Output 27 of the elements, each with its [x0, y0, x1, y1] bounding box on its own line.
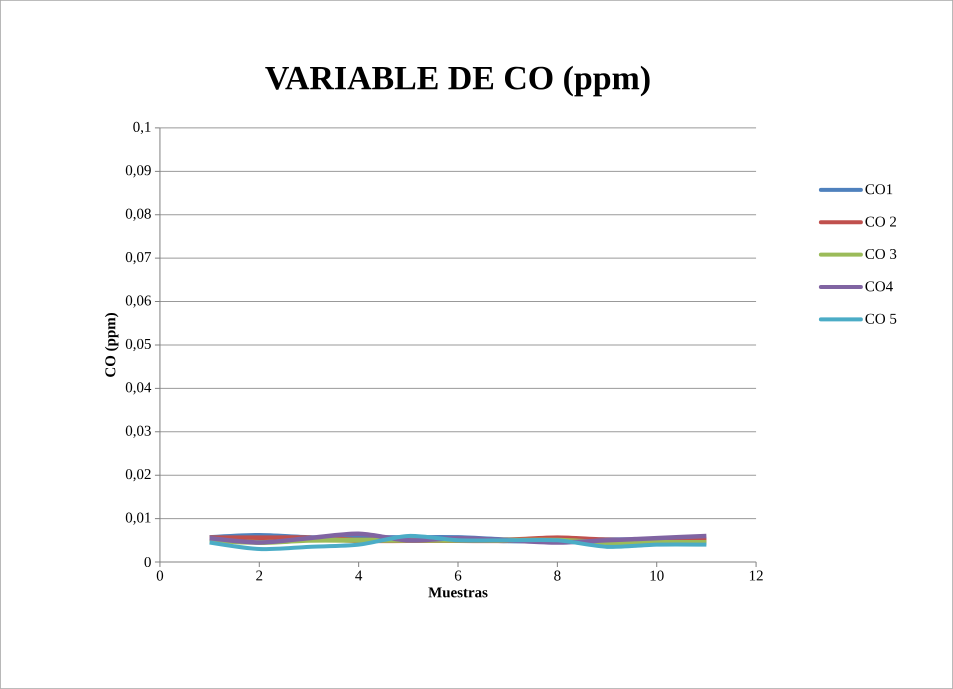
y-tick-label: 0,1 — [133, 122, 151, 134]
legend-label: CO4 — [865, 281, 893, 292]
x-axis-title: Muestras — [428, 587, 488, 598]
legend-label: CO 5 — [865, 314, 896, 324]
legend-label: CO 3 — [865, 248, 896, 260]
line-series — [208, 534, 708, 552]
x-tick-label: 2 — [256, 570, 262, 580]
y-tick-label: 0,03 — [126, 426, 151, 438]
x-tick-label: 10 — [650, 570, 664, 581]
y-tick-label: 0,02 — [126, 469, 151, 482]
x-tick-label: 6 — [454, 570, 462, 581]
x-tick-label: 4 — [355, 570, 362, 580]
legend-label: CO 2 — [865, 216, 896, 227]
x-tick-label: 0 — [156, 570, 164, 581]
legend-label: CO1 — [865, 184, 892, 194]
y-tick-label: 0 — [144, 557, 151, 568]
y-tick-label: 0,04 — [126, 382, 152, 395]
y-tick-label: 0,01 — [126, 512, 151, 525]
x-tick-label: 8 — [554, 570, 561, 581]
y-axis-title: CO (ppm) — [104, 313, 118, 377]
y-tick-label: 0,09 — [126, 165, 151, 178]
y-tick-label: 0,08 — [126, 208, 151, 221]
x-tick-label: 12 — [750, 570, 763, 580]
y-tick-label: 0,06 — [126, 295, 151, 308]
y-tick-label: 0,07 — [126, 252, 151, 264]
chart-title: VARIABLE DE CO (ppm) — [265, 66, 650, 96]
y-tick-label: 0,05 — [126, 338, 151, 352]
